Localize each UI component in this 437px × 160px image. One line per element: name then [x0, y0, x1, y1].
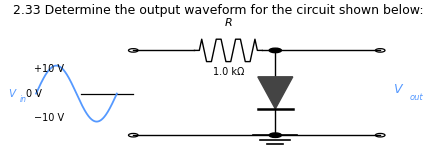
Text: out: out [410, 93, 423, 102]
Text: V: V [8, 89, 15, 99]
Text: in: in [20, 96, 27, 104]
Circle shape [269, 133, 281, 137]
Text: +10 V: +10 V [34, 64, 64, 74]
Text: V: V [393, 83, 402, 96]
Text: 1.0 kΩ: 1.0 kΩ [213, 67, 244, 77]
Text: −10 V: −10 V [34, 113, 64, 123]
Text: 2.33 Determine the output waveform for the circuit shown below:: 2.33 Determine the output waveform for t… [13, 4, 424, 17]
Polygon shape [258, 77, 293, 109]
Text: R: R [225, 18, 232, 28]
Circle shape [269, 48, 281, 53]
Text: 0 V: 0 V [26, 89, 42, 99]
